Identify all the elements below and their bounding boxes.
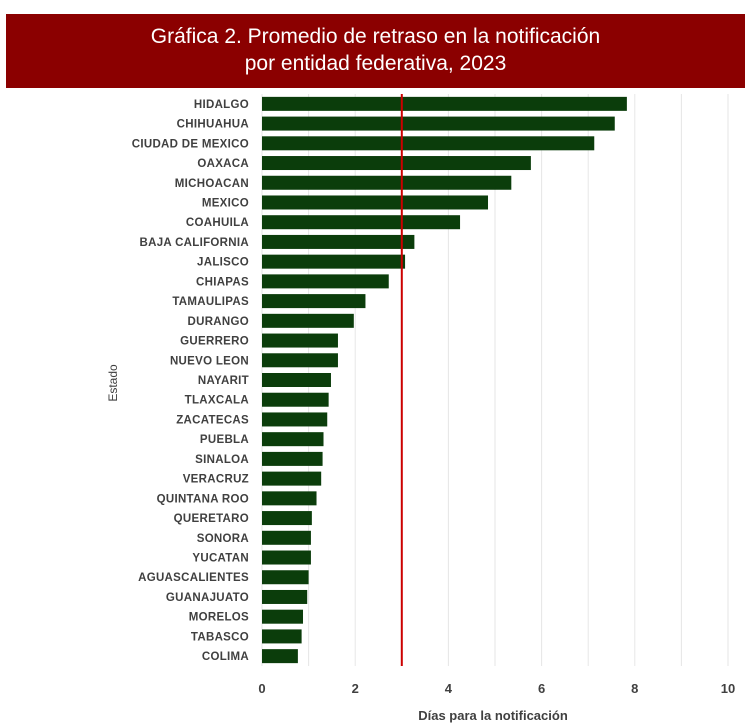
bar-morelos [262,609,304,624]
category-label: ZACATECAS [176,414,249,426]
category-label: BAJA CALIFORNIA [140,237,250,249]
category-label: CIUDAD DE MEXICO [132,138,249,150]
category-label: TAMAULIPAS [172,296,249,308]
y-axis-title: Estado [106,364,120,402]
x-axis-title: Días para la notificación [418,708,568,723]
category-labels-layer: HIDALGO CHIHUAHUA CIUDAD DE MEXICO OAXACA MI… [132,99,249,663]
category-label: MICHOACAN [175,178,249,190]
category-label: OAXACA [197,158,249,170]
category-label: MEXICO [202,197,249,209]
bars-layer [262,96,627,664]
bar-tabasco [262,629,302,644]
category-label: NUEVO LEON [170,355,249,367]
chart-title-line-1: Gráfica 2. Promedio de retraso en la not… [150,25,601,48]
x-tick-label: 0 [258,681,265,696]
x-tick-label: 2 [352,681,359,696]
category-label: GUANAJUATO [166,592,249,604]
category-label: SINALOA [195,454,249,466]
category-label: TABASCO [191,631,249,643]
bar-yucatan [262,550,311,565]
bar-sonora [262,530,311,545]
bar-colima [262,649,298,664]
chart-title-line-2: por entidad federativa, 2023 [244,52,507,75]
bar-durango [262,313,354,328]
bar-puebla [262,432,324,447]
chart-title-banner: Gráfica 2. Promedio de retraso en la not… [6,14,745,88]
bar-veracruz [262,471,322,486]
bar-hidalgo [262,96,627,111]
category-label: CHIHUAHUA [177,119,249,131]
x-tick-label: 10 [721,681,735,696]
category-label: PUEBLA [200,434,249,446]
category-label: SONORA [197,533,249,545]
category-label: QUERETARO [174,513,249,525]
bar-chihuahua [262,116,615,131]
category-label: TLAXCALA [185,395,249,407]
bar-sinaloa [262,451,323,466]
bar-nayarit [262,373,331,387]
category-label: GUERRERO [180,336,249,348]
category-label: MORELOS [189,612,249,624]
category-label: NAYARIT [198,375,249,387]
bar-baja-california [262,234,415,249]
bar-tamaulipas [262,294,366,309]
x-tick-labels-layer: 0 2 4 6 8 10 [258,681,735,696]
bar-nuevo-leon [262,353,338,368]
bar-queretaro [262,511,312,526]
x-tick-label: 8 [631,681,638,696]
bar-michoacan [262,175,512,190]
bar-chiapas [262,274,389,289]
category-label: YUCATAN [192,553,249,565]
bar-zacatecas [262,412,328,427]
category-label: DURANGO [187,316,249,328]
bar-guanajuato [262,589,308,604]
category-label: VERACRUZ [183,474,249,486]
bar-jalisco [262,254,406,269]
category-label: JALISCO [197,257,249,269]
bar-tlaxcala [262,392,329,407]
bar-aguascalientes [262,570,309,585]
category-label: HIDALGO [194,99,249,111]
bar-guerrero [262,333,338,348]
category-label: COAHUILA [186,217,249,229]
category-label: COLIMA [202,651,249,663]
category-label: AGUASCALIENTES [138,572,249,584]
x-tick-label: 6 [538,681,545,696]
category-label: CHIAPAS [196,276,249,288]
bar-oaxaca [262,156,531,171]
x-tick-label: 4 [445,681,453,696]
category-label: QUINTANA ROO [157,493,249,505]
bar-coahuila [262,215,461,230]
bar-quintana-roo [262,491,317,506]
bar-ciudad-de-mexico [262,136,595,151]
bar-mexico [262,195,489,210]
